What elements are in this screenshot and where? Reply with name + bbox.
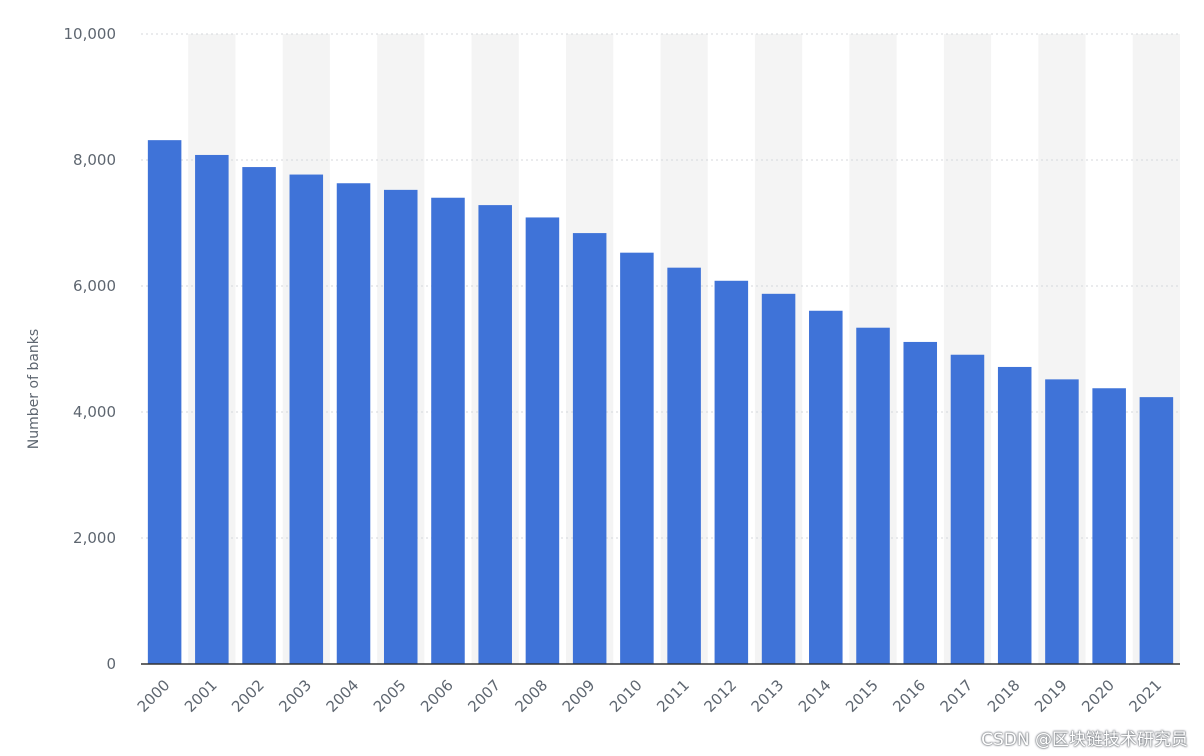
bar-2013[interactable] <box>761 293 796 664</box>
x-tick-label: 2001 <box>181 676 221 716</box>
x-tick-label: 2002 <box>228 676 268 716</box>
x-tick-label: 2020 <box>1078 676 1118 716</box>
bar-2000[interactable] <box>147 140 182 664</box>
x-tick-label: 2019 <box>1031 676 1071 716</box>
bar-2006[interactable] <box>431 197 465 664</box>
x-tick-label: 2017 <box>937 676 977 716</box>
bars <box>147 140 1174 665</box>
x-tick-label: 2010 <box>606 676 646 716</box>
x-tick-label: 2006 <box>417 676 457 716</box>
x-tick-label: 2005 <box>370 676 410 716</box>
x-tick-label: 2011 <box>653 676 693 716</box>
bar-2005[interactable] <box>383 189 418 664</box>
bar-2011[interactable] <box>667 267 701 664</box>
bar-2008[interactable] <box>525 217 560 664</box>
x-tick-label: 2003 <box>275 676 315 716</box>
x-tick-label: 2007 <box>464 676 504 716</box>
x-tick-label: 2012 <box>700 676 740 716</box>
x-tick-label: 2013 <box>748 676 788 716</box>
bar-2020[interactable] <box>1092 388 1126 664</box>
bar-2018[interactable] <box>997 366 1032 664</box>
x-tick-label: 2009 <box>559 676 599 716</box>
bar-2003[interactable] <box>289 174 324 665</box>
x-tick-label: 2021 <box>1125 676 1165 716</box>
x-tick-label: 2014 <box>795 676 835 716</box>
bar-2001[interactable] <box>195 154 229 664</box>
y-tick-label: 10,000 <box>64 25 117 43</box>
y-tick-label: 4,000 <box>73 403 116 421</box>
bar-2004[interactable] <box>336 183 371 664</box>
bar-2019[interactable] <box>1045 379 1079 664</box>
bar-2015[interactable] <box>856 327 890 664</box>
bar-2016[interactable] <box>903 341 938 664</box>
bar-2014[interactable] <box>809 310 843 664</box>
y-tick-label: 8,000 <box>73 151 116 169</box>
bar-2007[interactable] <box>478 205 512 664</box>
x-tick-label: 2000 <box>134 676 174 716</box>
y-tick-labels: 0 2,000 4,000 6,000 8,000 10,000 <box>64 25 117 673</box>
x-tick-label: 2016 <box>889 676 929 716</box>
y-tick-label: 6,000 <box>73 277 116 295</box>
y-tick-label: 0 <box>106 655 116 673</box>
bar-2017[interactable] <box>950 354 985 664</box>
watermark: CSDN @区块链技术研究员 <box>981 730 1188 750</box>
x-tick-label: 2018 <box>984 676 1024 716</box>
bar-2010[interactable] <box>620 252 654 664</box>
bar-2009[interactable] <box>572 233 607 664</box>
bar-2002[interactable] <box>242 167 276 664</box>
y-tick-label: 2,000 <box>73 529 116 547</box>
x-tick-labels: 2000 2001 2002 2003 2004 2005 2006 2007 2008 2009… <box>134 676 1166 716</box>
x-tick-label: 2015 <box>842 676 882 716</box>
bar-2012[interactable] <box>714 280 749 664</box>
y-axis-title: Number of banks <box>26 329 42 449</box>
x-tick-label: 2008 <box>512 676 552 716</box>
x-tick-label: 2004 <box>323 676 363 716</box>
bar-2021[interactable] <box>1139 397 1174 664</box>
